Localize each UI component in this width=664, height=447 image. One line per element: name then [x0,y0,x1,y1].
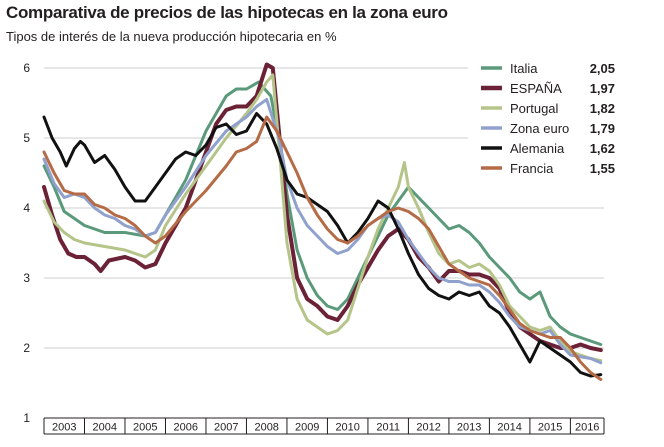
x-tick-label: 2015 [538,422,562,434]
x-tick-label: 2004 [92,422,116,434]
chart-subtitle: Tipos de interés de la nueva producción … [6,29,337,44]
x-tick-label: 2012 [416,422,440,434]
series-line-portugal [42,73,603,363]
x-tick-label: 2013 [457,422,481,434]
y-tick-label: 2 [23,341,30,355]
series-line-zona-euro [42,98,603,365]
legend-label: Portugal [510,101,559,116]
chart-title: Comparativa de precios de las hipotecas … [6,3,448,22]
axis-layer: 1 2 3 4 5 6 2003 2004 2005 2006 2007 2008 2009 2010 20… [23,61,605,435]
x-tick-label: 2014 [497,422,521,434]
legend-value: 1,97 [590,81,615,96]
legend-value: 1,82 [590,101,615,116]
x-tick-label: 2007 [214,422,238,434]
legend-label: Alemania [510,141,565,156]
x-tick-label: 2009 [295,422,319,434]
x-tick-label: 2016 [575,422,599,434]
series-line-alemania [42,112,603,378]
x-tick-label: 2011 [376,422,400,434]
legend-value: 1,62 [590,141,615,156]
legend: Italia 2,05 ESPAÑA 1,97 Portugal 1,82 Zona eur… [468,57,618,177]
legend-box [468,57,618,177]
legend-label: Zona euro [510,121,569,136]
x-tick-label: 2008 [254,422,278,434]
y-tick-label: 1 [23,411,30,425]
x-tick-label: 2006 [173,422,197,434]
y-tick-label: 5 [23,131,30,145]
legend-label: Italia [510,61,538,76]
y-tick-label: 6 [23,61,30,75]
y-tick-label: 4 [23,201,30,215]
legend-value: 2,05 [590,61,615,76]
legend-value: 1,79 [590,121,615,136]
x-tick-label: 2005 [133,422,157,434]
legend-label: ESPAÑA [510,81,562,96]
series-line-francia [42,115,603,381]
x-tick-label: 2010 [335,422,359,434]
y-tick-label: 3 [23,271,30,285]
legend-label: Francia [510,161,554,176]
legend-value: 1,55 [590,161,615,176]
series-layer [42,62,603,381]
x-tick-label: 2003 [52,422,76,434]
